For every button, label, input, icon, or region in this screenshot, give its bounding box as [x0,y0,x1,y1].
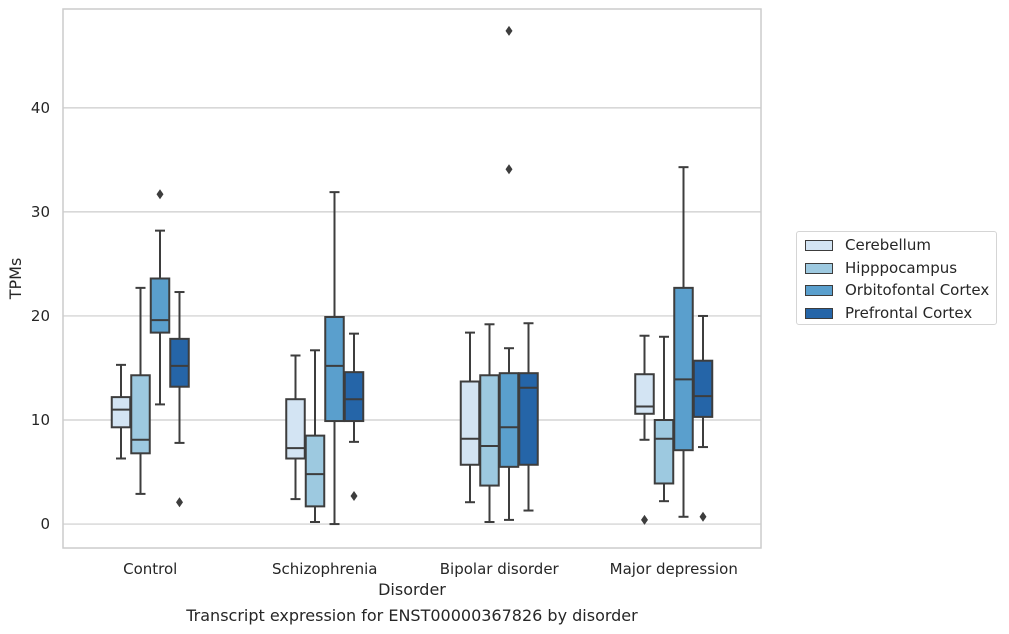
legend-item-cerebellum: Cerebellum [805,236,931,254]
x-tick-label: Schizophrenia [272,560,377,578]
box-iqr [324,316,345,423]
x-tick-label: Bipolar disorder [440,560,560,578]
box-2-1 [479,323,500,523]
legend-swatch-cerebellum [805,239,833,251]
box-iqr [110,396,132,429]
y-axis-label: TPMs [6,258,25,301]
box-iqr [304,434,326,508]
box-0-1 [130,286,151,495]
y-tick-label: 10 [31,411,50,429]
box-iqr [130,374,151,455]
box-0-0 [110,363,132,460]
figure-caption: Transcript expression for ENST0000036782… [186,606,638,625]
box-iqr [692,359,714,418]
box-iqr [518,372,539,466]
box-iqr [169,337,190,388]
box-iqr [634,373,655,415]
box-2-0 [459,331,481,504]
box-0-2 [149,189,171,406]
plot-frame [62,8,762,549]
box-1-0 [285,354,306,501]
box-iqr [673,286,694,452]
box-2-2 [498,25,520,521]
legend-item-prefrontal-cortex: Prefrontal Cortex [805,304,972,322]
box-iqr [285,398,306,460]
x-tick-label: Major depression [610,560,738,578]
outlier-point [156,189,164,200]
box-2-3 [518,322,539,512]
box-iqr [479,374,500,487]
y-tick-label: 0 [40,515,50,533]
legend-label-hipppocampus: Hipppocampus [845,259,958,277]
box-1-1 [304,349,326,523]
box-iqr [459,380,481,466]
box-iqr [343,371,365,423]
legend-label-cerebellum: Cerebellum [845,236,931,254]
outlier-point [350,490,358,501]
outlier-point [699,511,707,522]
box-3-0 [634,334,655,525]
legend-label-orbitofontal-cortex: Orbitofontal Cortex [845,281,990,299]
outlier-point [176,497,183,508]
legend-item-orbitofontal-cortex: Orbitofontal Cortex [805,281,989,299]
legend-swatch-orbitofontal-cortex [805,284,833,296]
y-tick-label: 30 [31,203,50,221]
outlier-point [641,514,648,525]
legend-swatch-hipppocampus [805,262,833,274]
y-tick-label: 40 [31,99,50,117]
box-1-3 [343,332,365,501]
box-0-3 [169,291,190,508]
box-1-2 [324,191,345,526]
box-3-3 [692,314,714,522]
legend-label-prefrontal-cortex: Prefrontal Cortex [845,304,973,322]
y-tick-label: 20 [31,307,50,325]
box-iqr [498,372,520,468]
outlier-point [505,25,513,36]
box-iqr [149,277,171,334]
legend-swatch-prefrontal-cortex [805,307,833,319]
outlier-point [505,164,513,175]
box-3-1 [653,335,675,503]
box-iqr [653,419,675,485]
legend-item-hipppocampus: Hipppocampus [805,259,957,277]
box-3-2 [673,166,694,518]
x-tick-label: Control [123,560,177,578]
legend: Cerebellum Hipppocampus Orbitofontal Cor… [796,231,997,325]
x-axis-label: Disorder [378,580,446,599]
